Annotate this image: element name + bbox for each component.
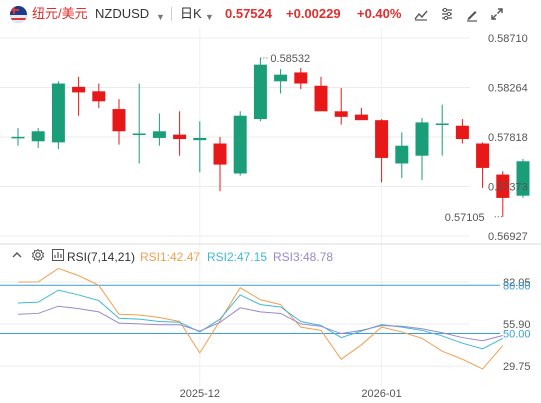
candle-body[interactable] <box>72 86 86 93</box>
x-tick-label: 2026-01 <box>361 388 401 400</box>
pair-name-cn: 纽元/美元 <box>32 6 88 21</box>
candle-body[interactable] <box>112 109 126 132</box>
candle-body[interactable] <box>496 174 510 198</box>
y-tick-label: 0.57373 <box>488 181 528 193</box>
candle-body[interactable] <box>253 64 267 120</box>
fullscreen-icon[interactable] <box>488 5 506 23</box>
rsi2-value: RSI2:47.15 <box>207 250 268 264</box>
gear-icon[interactable] <box>31 248 45 265</box>
candle-body[interactable] <box>375 120 389 158</box>
indicator-icon <box>52 249 64 264</box>
candle-body[interactable] <box>415 122 429 156</box>
timeframe-dropdown-icon[interactable]: ▼ <box>205 12 214 22</box>
timeframe-selector[interactable]: 日K <box>180 6 202 21</box>
top-bar: 纽元/美元 NZDUSD ▼ 日K ▼ 0.57524 +0.00229 +0.… <box>0 0 541 28</box>
candle-body[interactable] <box>395 145 409 164</box>
candle-body[interactable] <box>354 114 368 121</box>
y-tick-label: 0.56927 <box>488 231 528 243</box>
rsi-y-tick-label: 82.05 <box>503 277 531 289</box>
rsi-y-tick-label: 29.75 <box>503 361 531 373</box>
x-tick-label: 2025-12 <box>180 388 220 400</box>
candle-body[interactable] <box>435 123 449 126</box>
candle-body[interactable] <box>233 115 247 174</box>
candle-body[interactable] <box>476 143 490 168</box>
candle-body[interactable] <box>132 133 146 136</box>
candle-body[interactable] <box>294 72 308 84</box>
price-change-percent: +0.40% <box>357 6 402 21</box>
rsi-series-line-rsi1 <box>17 267 504 370</box>
chevron-up-icon[interactable] <box>10 248 24 265</box>
candle-body[interactable] <box>193 137 207 141</box>
candle-body[interactable] <box>51 83 65 143</box>
pen-tool-icon[interactable] <box>463 5 481 23</box>
candle-body[interactable] <box>455 125 469 140</box>
candle-body[interactable] <box>152 131 166 138</box>
y-tick-label: 0.58264 <box>488 83 528 95</box>
rsi1-value: RSI1:42.47 <box>140 250 201 264</box>
pair-code[interactable]: NZDUSD <box>95 6 150 21</box>
high-annotation: 0.58532 <box>270 53 310 65</box>
y-tick-label: 0.57818 <box>488 132 528 144</box>
price-change: +0.00229 <box>286 6 341 21</box>
candle-body[interactable] <box>274 74 288 82</box>
candle-body[interactable] <box>334 111 348 117</box>
pair-dropdown-icon[interactable]: ▼ <box>156 12 165 22</box>
y-tick-label: 0.58710 <box>488 33 528 45</box>
candle-body[interactable] <box>213 143 227 165</box>
low-annotation: 0.57105 <box>445 212 485 224</box>
rsi-level-label: 80.00 <box>503 280 531 292</box>
rsi-y-tick-label: 55.90 <box>503 319 531 331</box>
candle-body[interactable] <box>516 161 530 196</box>
last-price: 0.57524 <box>225 6 272 21</box>
candle-body[interactable] <box>92 91 106 102</box>
rsi3-value: RSI3:48.78 <box>273 250 334 264</box>
settings-sliders-icon[interactable] <box>438 5 456 23</box>
nz-flag-icon <box>10 6 27 23</box>
rsi-header: RSI(7,14,21) RSI1:42.47 RSI2:47.15 RSI3:… <box>0 248 541 266</box>
rsi-level-label: 50.00 <box>503 329 531 341</box>
chart-area[interactable]: 0.58532 0.57105 0.58710 0.58264 0.57818 0.57… <box>0 28 541 403</box>
drawing-tool-icon[interactable] <box>412 5 430 23</box>
divider <box>171 7 172 21</box>
candle-body[interactable] <box>314 85 328 112</box>
candle-body[interactable] <box>173 134 187 140</box>
rsi-series-line-rsi3 <box>17 305 503 342</box>
candle-body[interactable] <box>11 136 25 139</box>
candle-body[interactable] <box>31 131 45 142</box>
rsi-series-line-rsi2 <box>17 289 504 350</box>
rsi-name: RSI(7,14,21) <box>67 250 136 264</box>
